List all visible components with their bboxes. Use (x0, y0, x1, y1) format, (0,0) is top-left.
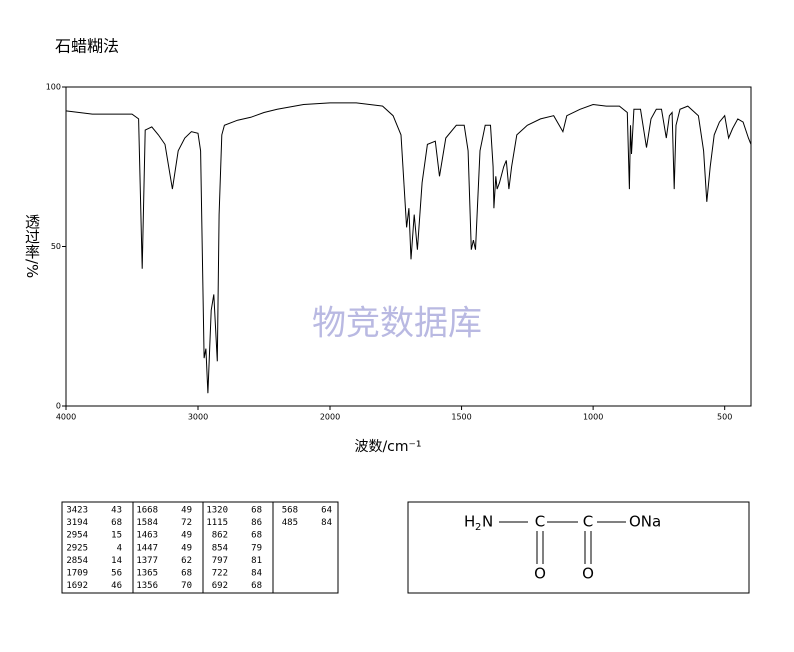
peak-wavenumber: 1709 (66, 569, 88, 579)
peak-wavenumber: 1377 (136, 556, 158, 566)
x-axis-label: 波数/cm⁻¹ (354, 439, 421, 455)
peak-transmittance: 43 (111, 506, 122, 516)
peak-wavenumber: 1447 (136, 543, 158, 553)
peak-transmittance: 49 (181, 531, 192, 541)
peak-transmittance: 14 (111, 556, 122, 566)
peak-transmittance: 72 (181, 518, 192, 528)
peak-transmittance: 68 (251, 506, 262, 516)
x-tick-label: 3000 (188, 413, 208, 422)
peak-transmittance: 62 (181, 556, 192, 566)
chart-title: 石蜡糊法 (55, 37, 119, 56)
x-tick-label: 4000 (56, 413, 76, 422)
atom-subscript: 2 (475, 522, 481, 533)
peak-wavenumber: 1115 (206, 518, 228, 528)
peak-wavenumber: 3423 (66, 506, 88, 516)
peak-transmittance: 68 (181, 569, 192, 579)
peak-wavenumber: 2925 (66, 543, 88, 553)
peak-wavenumber: 722 (212, 569, 228, 579)
peak-transmittance: 49 (181, 506, 192, 516)
peak-wavenumber: 1365 (136, 569, 158, 579)
x-tick-label: 1500 (451, 413, 471, 422)
peak-transmittance: 56 (111, 569, 122, 579)
peak-transmittance: 81 (251, 556, 262, 566)
peak-transmittance: 46 (111, 581, 122, 591)
peak-wavenumber: 797 (212, 556, 228, 566)
peak-transmittance: 79 (251, 543, 262, 553)
peak-wavenumber: 1668 (136, 506, 158, 516)
y-tick-label: 0 (56, 402, 61, 411)
peak-wavenumber: 1356 (136, 581, 158, 591)
peak-wavenumber: 862 (212, 531, 228, 541)
y-tick-label: 50 (51, 242, 61, 251)
peak-transmittance: 86 (251, 518, 262, 528)
watermark: 物竞数据库 (312, 304, 482, 344)
peak-wavenumber: 485 (282, 518, 298, 528)
peak-transmittance: 84 (321, 518, 332, 528)
x-tick-label: 500 (717, 413, 732, 422)
spectrum-line (65, 102, 752, 394)
structure-frame (407, 501, 750, 594)
peak-wavenumber: 692 (212, 581, 228, 591)
atom: C (535, 513, 545, 531)
peak-transmittance: 68 (251, 581, 262, 591)
peak-transmittance: 4 (117, 543, 122, 553)
peak-wavenumber: 3194 (66, 518, 88, 528)
peak-transmittance: 49 (181, 543, 192, 553)
peak-wavenumber: 568 (282, 506, 298, 516)
atom: O (582, 565, 594, 583)
y-axis-label: 透过率/% (23, 214, 41, 278)
peak-transmittance: 84 (251, 569, 262, 579)
peak-wavenumber: 854 (212, 543, 228, 553)
peak-wavenumber: 2954 (66, 531, 88, 541)
peak-wavenumber: 1320 (206, 506, 228, 516)
x-tick-label: 2000 (320, 413, 340, 422)
atom: C (583, 513, 593, 531)
atom: H (464, 513, 475, 531)
peak-transmittance: 64 (321, 506, 332, 516)
peak-transmittance: 70 (181, 581, 192, 591)
y-tick-label: 100 (46, 83, 61, 92)
peak-transmittance: 68 (251, 531, 262, 541)
peak-transmittance: 68 (111, 518, 122, 528)
atom: O (534, 565, 546, 583)
peak-transmittance: 15 (111, 531, 122, 541)
peak-table-frame (61, 501, 339, 594)
atom: N (482, 513, 493, 531)
x-tick-label: 1000 (583, 413, 603, 422)
peak-wavenumber: 1584 (136, 518, 158, 528)
atom: ONa (629, 513, 661, 531)
structure (499, 521, 626, 564)
peak-wavenumber: 2854 (66, 556, 88, 566)
peak-wavenumber: 1463 (136, 531, 158, 541)
peak-wavenumber: 1692 (66, 581, 88, 591)
